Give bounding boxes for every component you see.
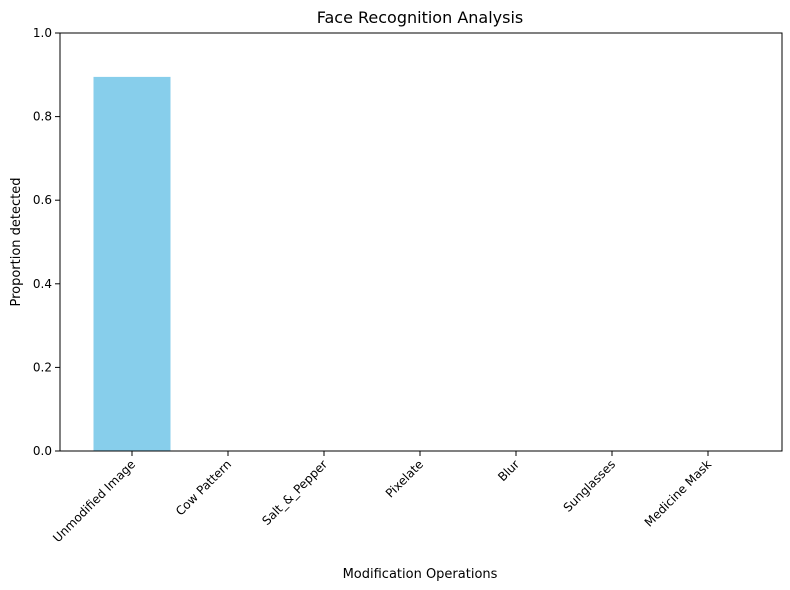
x-tick-label: Blur: [495, 457, 522, 484]
bar-0: [93, 76, 171, 451]
x-tick-label: Medicine Mask: [642, 457, 714, 529]
y-tick-label: 1.0: [33, 26, 52, 40]
y-axis: 0.0 0.2 0.4 0.6 0.8 1.0: [33, 26, 60, 458]
y-tick-label: 0.4: [33, 277, 52, 291]
x-tick-label: Unmodified Image: [50, 457, 138, 545]
x-tick-label: Salt_&_Pepper: [259, 457, 330, 528]
y-tick-label: 0.2: [33, 360, 52, 374]
x-tick-label: Cow Pattern: [173, 457, 234, 518]
x-tick-label: Pixelate: [383, 457, 426, 500]
x-tick-label: Sunglasses: [561, 457, 618, 514]
y-tick-label: 0.8: [33, 110, 52, 124]
chart-title: Face Recognition Analysis: [317, 8, 524, 27]
y-tick-label: 0.6: [33, 193, 52, 207]
plot-frame: [59, 32, 783, 452]
bars-group: [93, 76, 171, 451]
x-axis-label: Modification Operations: [343, 567, 498, 582]
y-tick-label: 0.0: [33, 444, 52, 458]
y-axis-label: Proportion detected: [9, 177, 24, 306]
x-axis: Unmodified Image Cow Pattern Salt_&_Pepper…: [50, 451, 714, 545]
